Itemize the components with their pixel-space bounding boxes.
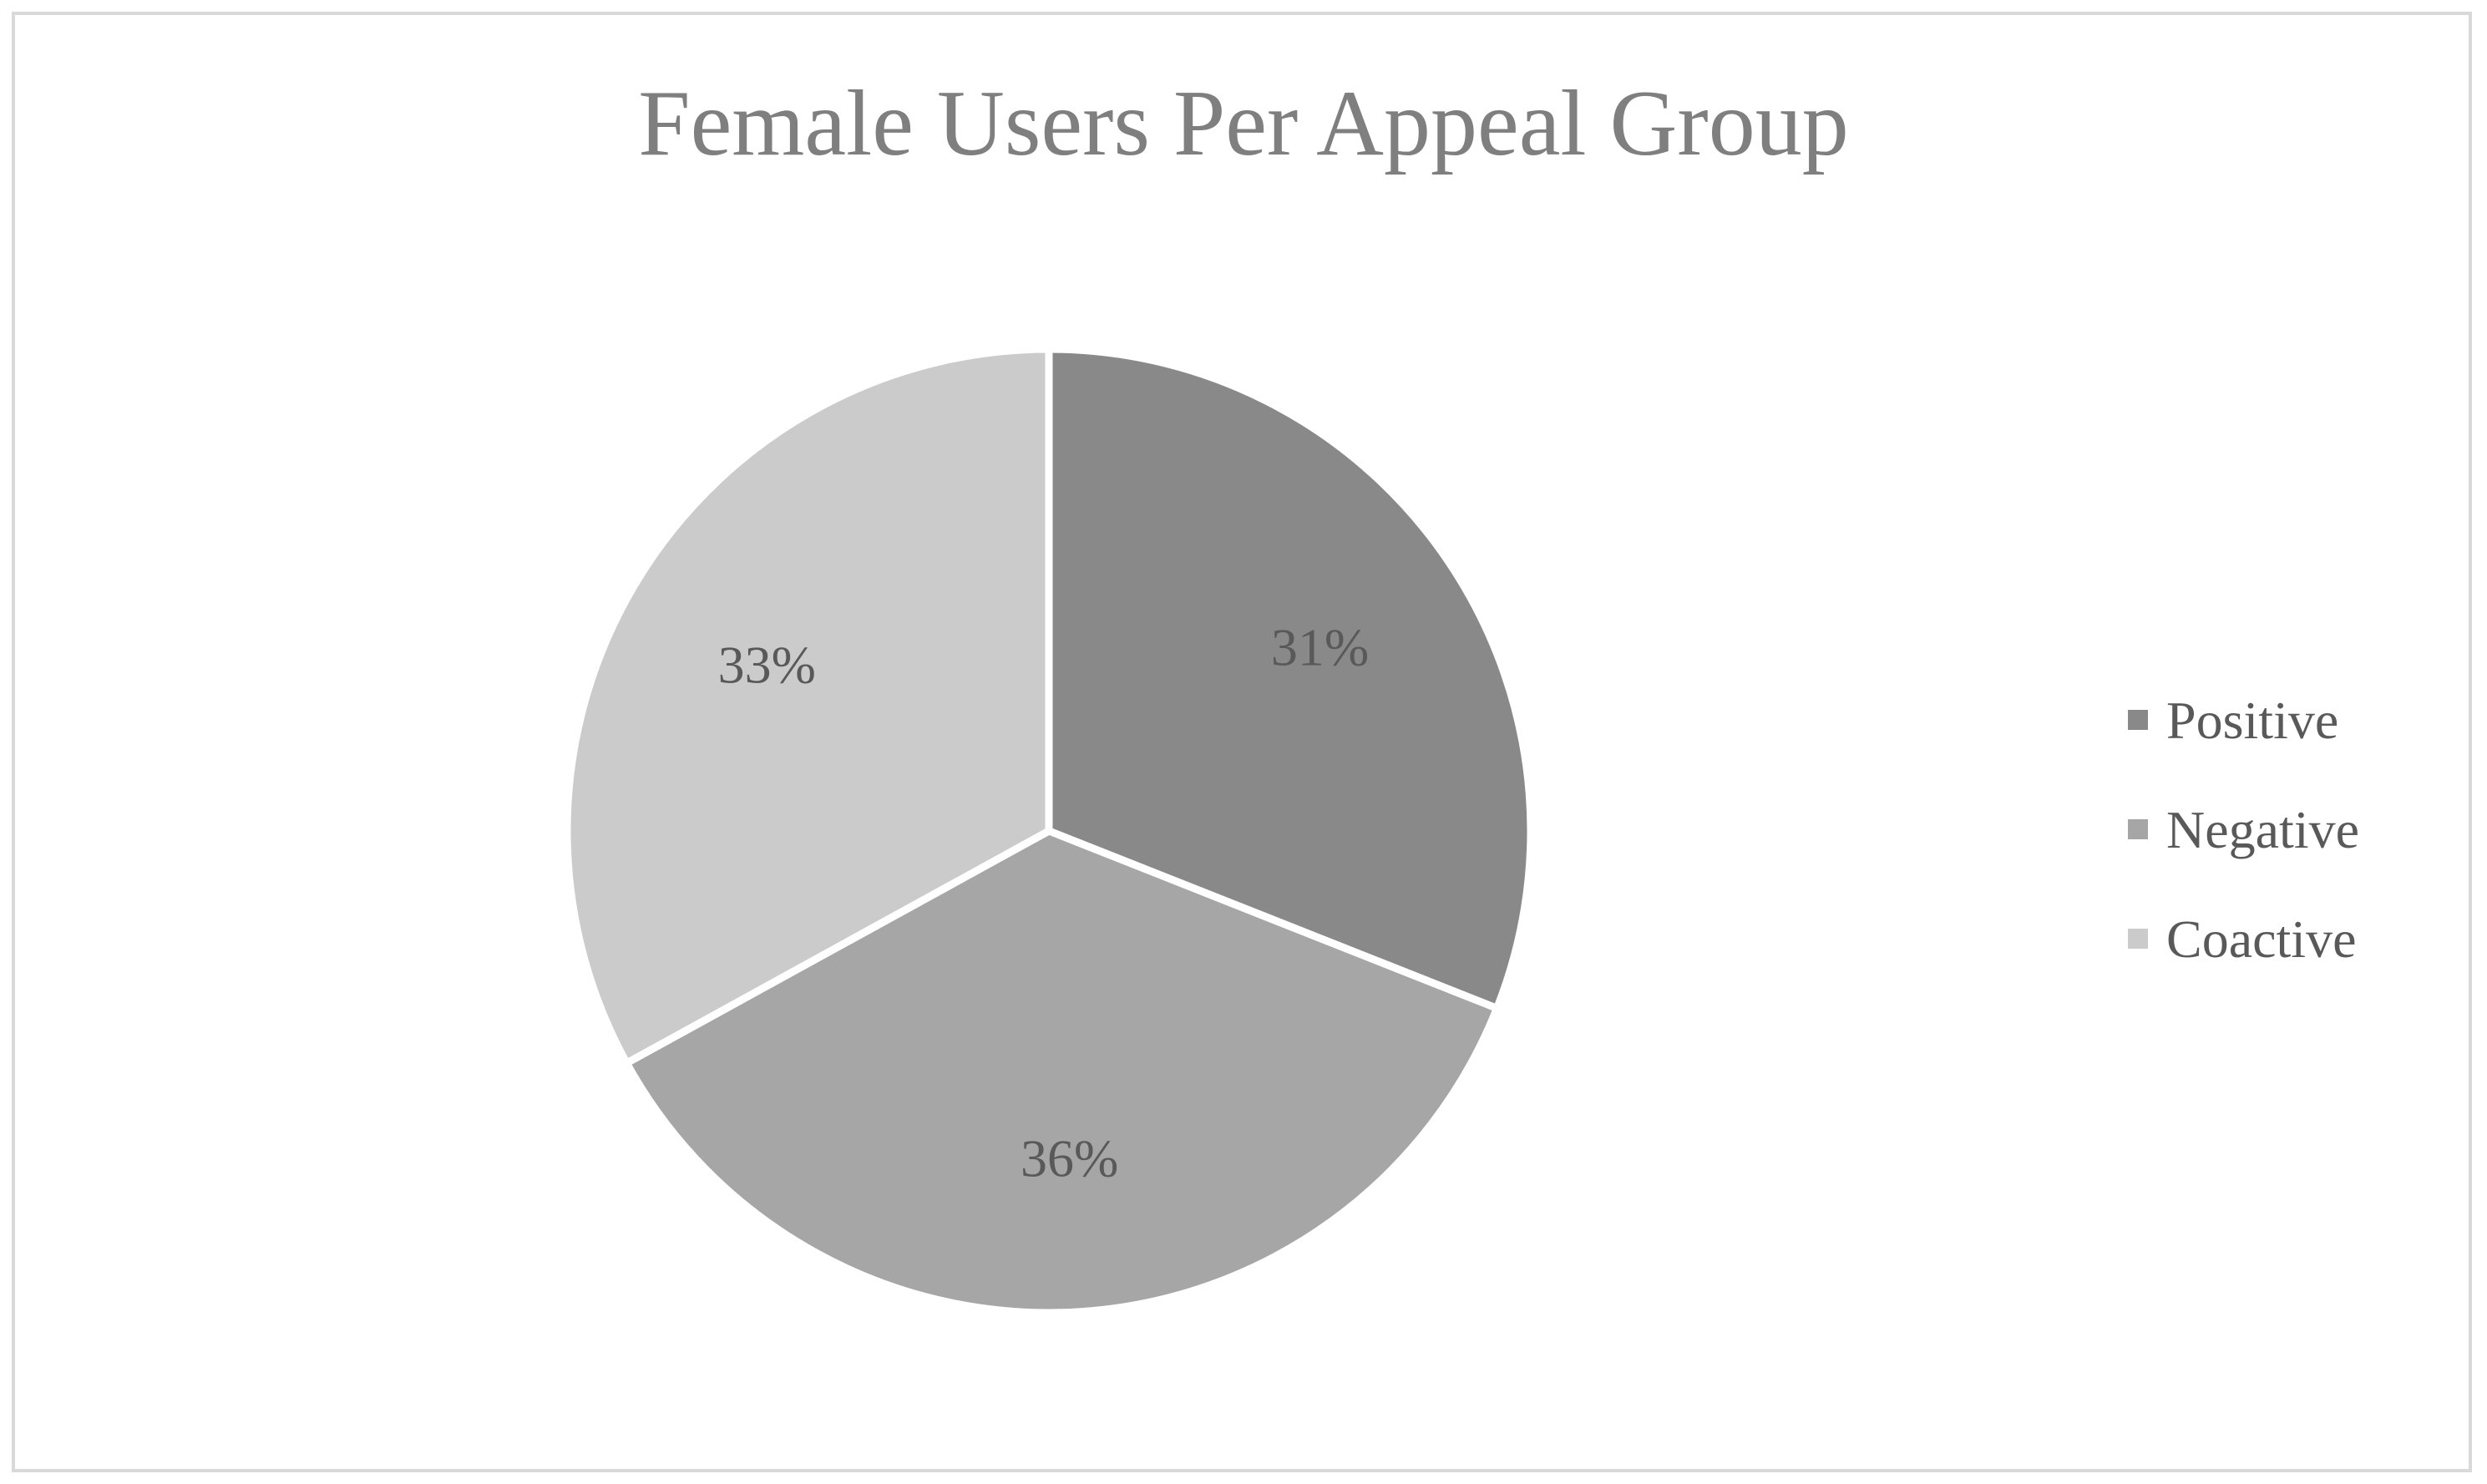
legend-swatch-negative (2128, 819, 2148, 839)
legend-swatch-positive (2128, 710, 2148, 730)
legend-label-negative: Negative (2166, 800, 2359, 859)
data-label-positive: 31% (1271, 617, 1369, 676)
data-label-coactive: 33% (718, 635, 816, 694)
chart-title: Female Users Per Appeal Group (638, 72, 1848, 175)
pie-slices (563, 345, 1535, 1317)
legend-item-positive: Positive (2128, 691, 2338, 750)
legend-label-positive: Positive (2166, 691, 2338, 750)
pie-slice-negative (622, 827, 1501, 1317)
legend-item-negative: Negative (2128, 800, 2359, 859)
legend-item-coactive: Coactive (2128, 909, 2356, 969)
pie-slice-coactive (563, 345, 1053, 1067)
pie-data-labels: 31% 36% 33% (718, 617, 1370, 1188)
legend-label-coactive: Coactive (2166, 909, 2356, 969)
data-label-negative: 36% (1021, 1129, 1118, 1188)
legend-swatch-coactive (2128, 929, 2148, 949)
pie-slice-positive (1045, 345, 1535, 1012)
legend: Positive Negative Coactive (2128, 691, 2359, 969)
